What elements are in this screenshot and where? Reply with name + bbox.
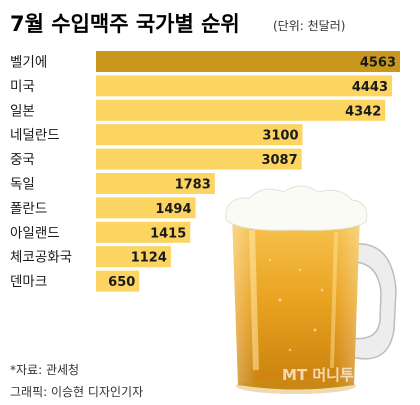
bar-3 bbox=[96, 99, 386, 121]
value-label: 1494 bbox=[155, 202, 191, 217]
value-label: 1415 bbox=[150, 226, 186, 241]
bar-2 bbox=[96, 75, 393, 97]
beer-mug-illustration bbox=[225, 185, 397, 394]
bar-9 bbox=[96, 246, 171, 268]
bar-6 bbox=[96, 173, 215, 194]
value-label: 3100 bbox=[262, 129, 298, 144]
value-label: 650 bbox=[108, 275, 135, 290]
bar-8 bbox=[96, 221, 191, 243]
value-label: 1124 bbox=[131, 251, 167, 266]
bar-4 bbox=[96, 124, 303, 146]
category-label: 네덜란드 bbox=[10, 128, 60, 144]
category-label: 폴란드 bbox=[10, 201, 47, 217]
category-label: 중국 bbox=[10, 152, 35, 168]
credit-note: 그래픽: 이승현 디자인기자 bbox=[10, 385, 143, 399]
bars: 벨기에 4563 미국 4443 일본 4342 네덜란드 3100 중국 3087 독일 1783 폴… bbox=[10, 51, 400, 292]
category-label: 일본 bbox=[10, 103, 35, 119]
value-label: 4443 bbox=[352, 80, 388, 95]
category-label: 미국 bbox=[10, 79, 35, 95]
category-label: 벨기에 bbox=[10, 55, 47, 71]
bar-7 bbox=[96, 197, 196, 219]
value-label: 1783 bbox=[175, 178, 211, 193]
category-label: 아일랜드 bbox=[10, 225, 60, 241]
category-label: 덴마크 bbox=[10, 274, 47, 290]
value-label: 4563 bbox=[360, 56, 396, 71]
category-label: 체코공화국 bbox=[10, 250, 72, 266]
unit-label: (단위: 천달러) bbox=[273, 18, 345, 33]
bar-10 bbox=[96, 270, 140, 292]
value-label: 3087 bbox=[261, 153, 297, 168]
value-label: 4342 bbox=[345, 104, 381, 119]
category-label: 독일 bbox=[10, 177, 35, 193]
chart-title: 7월 수입맥주 국가별 순위 bbox=[10, 12, 240, 36]
source-note: *자료: 관세청 bbox=[10, 363, 79, 377]
watermark-logo: MT 머니투데이 bbox=[282, 366, 381, 384]
bar-1 bbox=[96, 51, 400, 72]
bar-5 bbox=[96, 148, 302, 170]
